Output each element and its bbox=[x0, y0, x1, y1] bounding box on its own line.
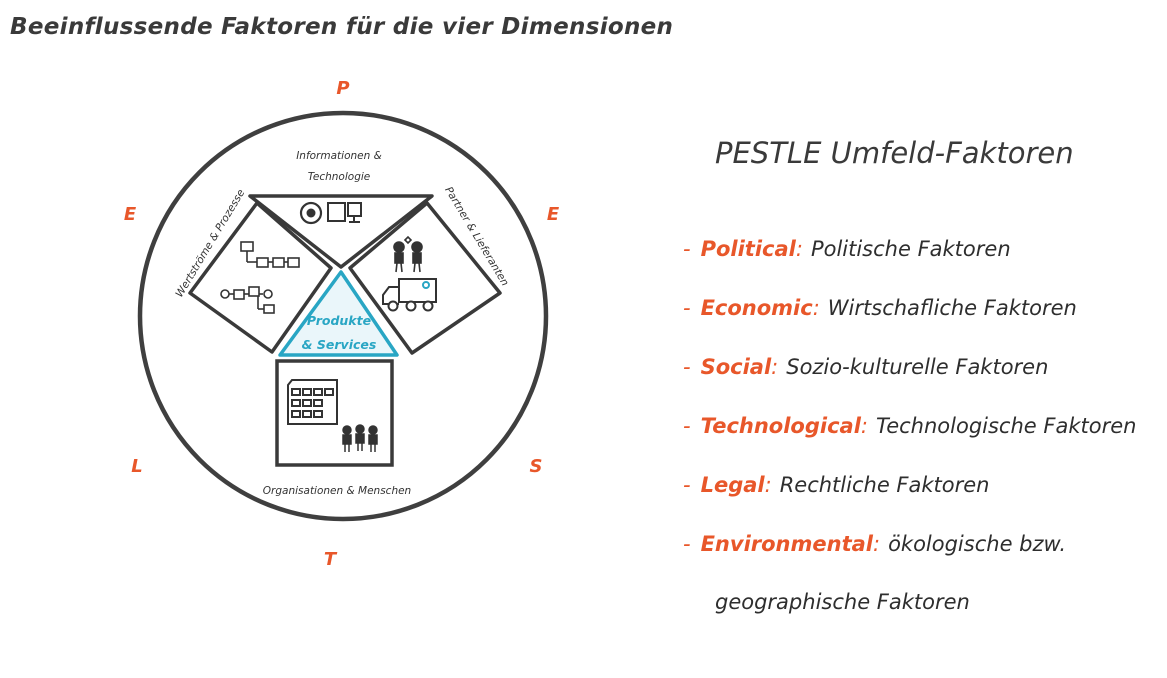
pestle-heading: PESTLE Umfeld-Faktoren bbox=[715, 136, 1074, 170]
list-dash: - bbox=[683, 473, 691, 497]
letter-bottom-right: S bbox=[530, 456, 543, 477]
desc-economic: Wirtschafliche Faktoren bbox=[827, 296, 1077, 320]
term-social: Social bbox=[700, 355, 772, 379]
list-item-environmental: - Environmental: ökologische bzw. geograph… bbox=[683, 527, 1136, 614]
letter-top-right: E bbox=[547, 204, 560, 225]
disc-icon bbox=[299, 201, 323, 225]
partners-icon bbox=[393, 235, 423, 273]
term-legal: Legal bbox=[700, 473, 765, 497]
process-flow-icon bbox=[220, 241, 300, 314]
desc-political: Politische Faktoren bbox=[810, 237, 1011, 261]
page-title: Beeinflussende Faktoren für die vier Dim… bbox=[10, 14, 674, 40]
label-technologie: Technologie bbox=[308, 171, 370, 183]
truck-icon bbox=[382, 278, 437, 312]
list-dash: - bbox=[683, 532, 691, 556]
term-colon: : bbox=[764, 473, 772, 497]
term-colon: : bbox=[812, 296, 820, 320]
label-informationen: Informationen & bbox=[296, 150, 382, 162]
term-colon: : bbox=[872, 532, 881, 556]
list-item-economic: - Economic: Wirtschafliche Faktoren bbox=[683, 291, 1136, 350]
list-dash: - bbox=[683, 296, 691, 320]
term-political: Political bbox=[700, 237, 796, 261]
desc-legal: Rechtliche Faktoren bbox=[779, 473, 990, 497]
list-item-legal: - Legal: Rechtliche Faktoren bbox=[683, 468, 1136, 527]
outer-circle bbox=[137, 110, 549, 522]
list-item-technological: - Technological: Technologische Faktoren bbox=[683, 409, 1136, 468]
segment-wertstroeme-prozesse bbox=[188, 201, 333, 354]
letter-top: P bbox=[336, 78, 349, 99]
letter-bottom-left: L bbox=[131, 456, 142, 477]
segment-informationen-technologie bbox=[248, 194, 434, 269]
segment-organisationen-menschen bbox=[275, 359, 394, 467]
building-icon bbox=[287, 379, 338, 425]
term-environmental: Environmental bbox=[700, 532, 873, 556]
people-icon bbox=[342, 424, 378, 452]
label-wertstroeme-prozesse: Wertströme & Prozesse bbox=[173, 187, 247, 299]
label-services: & Services bbox=[302, 337, 377, 352]
desc-technological: Technologische Faktoren bbox=[875, 414, 1137, 438]
letter-bottom: T bbox=[324, 549, 338, 570]
term-economic: Economic bbox=[700, 296, 813, 320]
desc-social: Sozio-kulturelle Faktoren bbox=[786, 355, 1049, 379]
list-item-social: - Social: Sozio-kulturelle Faktoren bbox=[683, 350, 1136, 409]
pestle-list: - Political: Politische Faktoren - Economic… bbox=[683, 232, 1136, 614]
term-colon: : bbox=[860, 414, 868, 438]
desc-environmental: ökologische bzw. bbox=[888, 532, 1067, 556]
desc-environmental-continued: geographische Faktoren bbox=[715, 590, 970, 614]
segment-partner-lieferanten bbox=[348, 201, 502, 355]
label-organisationen-menschen: Organisationen & Menschen bbox=[263, 485, 411, 497]
computer-icon bbox=[327, 202, 362, 223]
term-technological: Technological bbox=[700, 414, 861, 438]
segment-produkte-services bbox=[278, 270, 399, 357]
list-dash: - bbox=[683, 414, 691, 438]
list-dash: - bbox=[683, 237, 691, 261]
list-item-political: - Political: Politische Faktoren bbox=[683, 232, 1136, 291]
list-dash: - bbox=[683, 355, 691, 379]
letter-top-left: E bbox=[124, 204, 137, 225]
term-colon: : bbox=[771, 355, 779, 379]
label-produkte: Produkte bbox=[307, 313, 371, 328]
term-colon: : bbox=[795, 237, 803, 261]
